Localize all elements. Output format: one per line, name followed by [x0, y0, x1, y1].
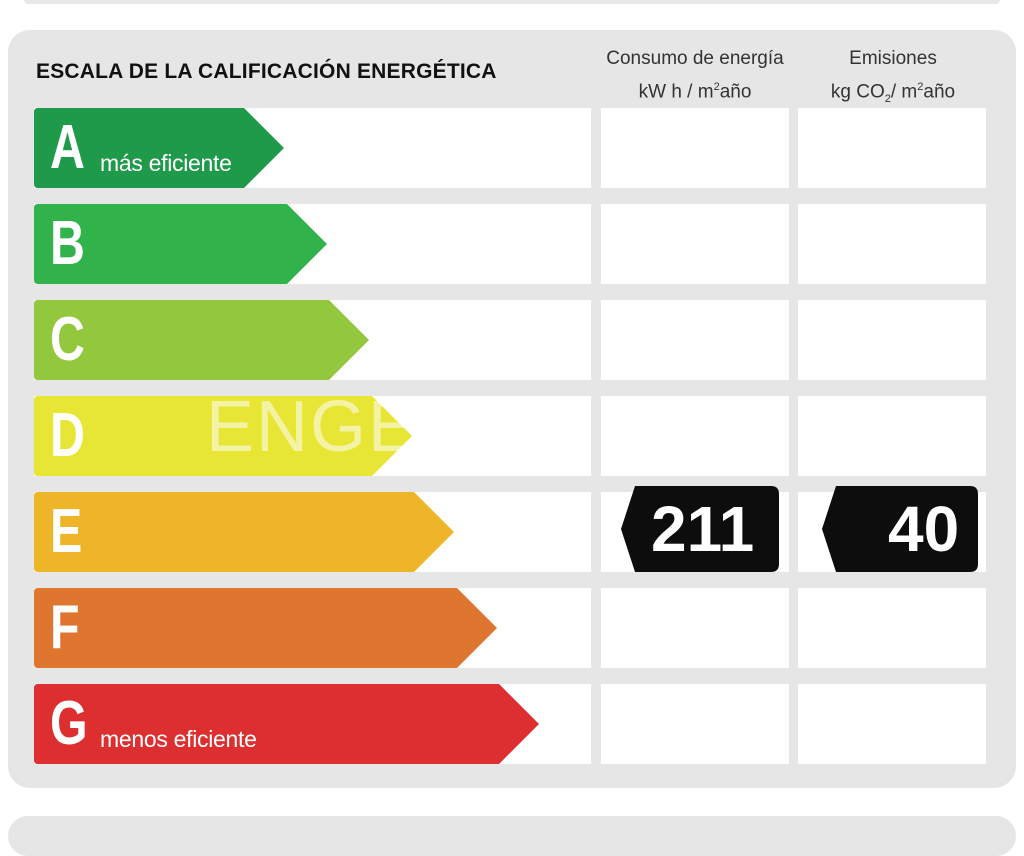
class-letter: D [50, 401, 85, 470]
class-arrow-shape [34, 300, 369, 380]
class-bar-d: D [34, 396, 412, 476]
class-letter: G [50, 689, 88, 758]
emissions-value: 40 [888, 493, 960, 565]
energy-value-cell [601, 300, 789, 380]
scale-title: ESCALA DE LA CALIFICACIÓN ENERGÉTICA [36, 60, 497, 83]
class-bar-f: F [34, 588, 497, 668]
top-divider [24, 0, 1000, 4]
class-label: más eficiente [100, 150, 232, 176]
energy-value-cell [601, 396, 789, 476]
emissions-column-header: Emisiones kg CO2/ m2año [796, 44, 990, 114]
emissions-header-unit: kg CO2/ m2año [830, 81, 956, 106]
class-letter: F [50, 593, 80, 662]
class-arrow-shape [34, 492, 454, 572]
class-arrow-shape [34, 396, 412, 476]
emissions-badge: 40 [822, 486, 978, 572]
class-letter: C [50, 305, 85, 374]
energy-column-header: Consumo de energía kW h / m2año [598, 44, 792, 106]
class-arrow-shape [34, 588, 497, 668]
class-arrow-shape [34, 684, 539, 764]
badge-shape [621, 486, 779, 572]
class-bar-b: B [34, 204, 327, 284]
class-letter: E [50, 497, 83, 566]
class-arrow-shape [34, 204, 327, 284]
energy-value-cell [601, 684, 789, 764]
emissions-value-cell [798, 588, 986, 668]
energy-header-unit: kW h / m2año [638, 81, 752, 103]
emissions-value-cell [798, 396, 986, 476]
energy-header-label: Consumo de energía [606, 48, 784, 69]
emissions-value-cell [798, 204, 986, 284]
energy-consumption-value: 211 [651, 493, 755, 565]
class-label: menos eficiente [100, 726, 257, 752]
class-letter: A [50, 113, 85, 182]
class-bar-c: C [34, 300, 369, 380]
class-bar-e: E [34, 492, 454, 572]
energy-value-cell [601, 204, 789, 284]
emissions-value-cell [798, 684, 986, 764]
emissions-value-cell [798, 108, 986, 188]
class-arrow-shape [34, 108, 284, 188]
energy-consumption-badge: 211 [621, 486, 779, 572]
next-card-edge [8, 816, 1016, 856]
class-letter: B [50, 209, 85, 278]
energy-value-cell [601, 108, 789, 188]
emissions-header-label: Emisiones [849, 48, 937, 69]
badge-shape [822, 486, 978, 572]
emissions-value-cell [798, 300, 986, 380]
energy-value-cell [601, 588, 789, 668]
watermark-text: ENGE S [206, 387, 491, 467]
